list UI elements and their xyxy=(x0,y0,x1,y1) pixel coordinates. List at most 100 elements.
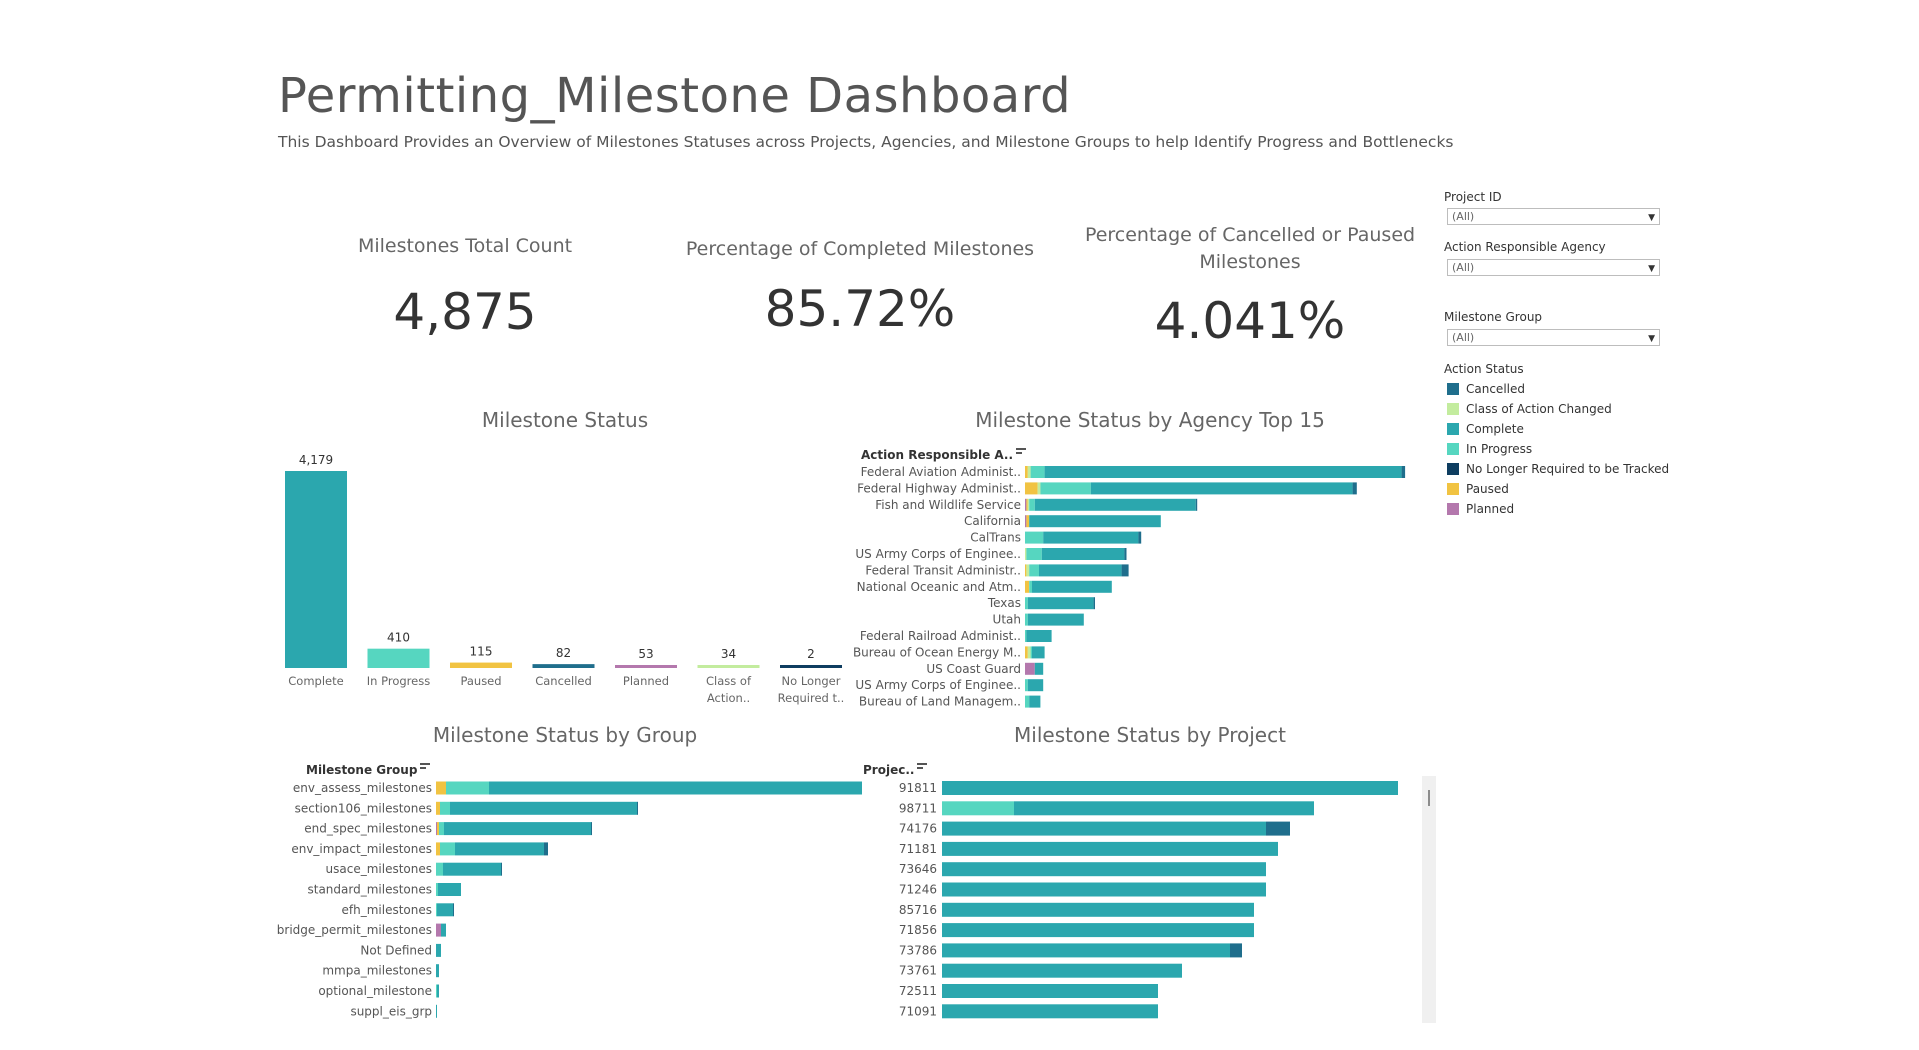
agency-bar-segment-classchanged[interactable] xyxy=(1025,548,1027,560)
agency-bar-segment-classchanged[interactable] xyxy=(1027,646,1031,659)
agency-bar-segment-paused[interactable] xyxy=(1026,515,1030,528)
legend-item-no-longer[interactable]: No Longer Required to be Tracked xyxy=(1447,459,1669,479)
filter-group-select[interactable]: (All) ▼ xyxy=(1447,329,1660,346)
project-bar-segment-complete[interactable] xyxy=(942,882,1266,897)
filter-agency-select[interactable]: (All) ▼ xyxy=(1447,259,1660,276)
agency-bar-segment-complete[interactable] xyxy=(1029,695,1041,708)
agency-bar-segment-cancelled[interactable] xyxy=(1352,482,1357,495)
agency-bar-segment-classchanged[interactable] xyxy=(1027,498,1030,511)
agency-bar-segment-cancelled[interactable] xyxy=(1138,531,1142,544)
agency-bar-segment-classchanged[interactable] xyxy=(1037,482,1041,495)
agency-bar-segment-complete[interactable] xyxy=(1027,679,1044,692)
project-scrollbar[interactable] xyxy=(1422,776,1436,1023)
group-bar-segment-inprogress[interactable] xyxy=(436,883,438,896)
project-bar-segment-complete[interactable] xyxy=(942,781,1398,795)
filter-project-select[interactable]: (All) ▼ xyxy=(1447,208,1660,225)
agency-bar-segment-complete[interactable] xyxy=(1029,515,1161,528)
group-bar-segment-paused[interactable] xyxy=(436,801,440,815)
group-bar-segment-inprogress[interactable] xyxy=(436,984,437,998)
sort-icon[interactable] xyxy=(1016,448,1027,458)
agency-bar-segment-inprogress[interactable] xyxy=(1025,630,1027,642)
group-bar-segment-cancelled[interactable] xyxy=(453,903,454,917)
group-bar-segment-planned[interactable] xyxy=(436,923,441,937)
legend-item-paused[interactable]: Paused xyxy=(1447,479,1669,499)
agency-bar-segment-complete[interactable] xyxy=(1026,630,1052,642)
project-bar-segment-complete[interactable] xyxy=(1014,801,1314,816)
group-bar-segment-paused[interactable] xyxy=(437,822,439,836)
group-bar-segment-inprogress[interactable] xyxy=(436,862,443,876)
legend-item-complete[interactable]: Complete xyxy=(1447,419,1669,439)
agency-bar-segment-complete[interactable] xyxy=(1027,613,1084,626)
status-bar-complete[interactable] xyxy=(285,471,347,668)
group-bar-segment-complete[interactable] xyxy=(436,1004,437,1018)
project-scrollbar-thumb[interactable] xyxy=(1428,790,1430,806)
agency-bar-segment-paused[interactable] xyxy=(1025,646,1028,659)
agency-bar-segment-complete[interactable] xyxy=(1032,580,1112,593)
agency-bar-segment-complete[interactable] xyxy=(1090,482,1353,495)
agency-bar-segment-classchanged[interactable] xyxy=(1027,466,1031,478)
agency-bar-segment-inprogress[interactable] xyxy=(1040,482,1091,495)
project-axis-header[interactable]: Projec.. xyxy=(863,763,928,777)
group-bar-segment-complete[interactable] xyxy=(489,781,873,795)
project-bar-segment-complete[interactable] xyxy=(942,984,1158,998)
group-bar-segment-paused[interactable] xyxy=(436,781,446,795)
group-bar-segment-paused[interactable] xyxy=(436,842,440,856)
agency-bar-segment-planned[interactable] xyxy=(1025,515,1027,528)
group-bar-segment-inprogress[interactable] xyxy=(436,903,437,917)
group-bar-segment-complete[interactable] xyxy=(455,842,544,856)
legend-item-class-changed[interactable]: Class of Action Changed xyxy=(1447,399,1669,419)
group-bar-segment-complete[interactable] xyxy=(436,943,441,957)
agency-bar-segment-cancelled[interactable] xyxy=(1124,548,1127,560)
agency-bar-segment-complete[interactable] xyxy=(1043,531,1139,544)
legend-item-in-progress[interactable]: In Progress xyxy=(1447,439,1669,459)
project-bar-segment-complete[interactable] xyxy=(942,1004,1158,1019)
agency-bar-segment-paused[interactable] xyxy=(1025,466,1028,478)
agency-bar-segment-inprogress[interactable] xyxy=(1030,646,1032,659)
agency-bar-segment-complete[interactable] xyxy=(1032,646,1045,659)
agency-bar-segment-cancelled[interactable] xyxy=(1121,564,1129,577)
status-bar-cancelled[interactable] xyxy=(532,664,595,668)
group-bar-segment-inprogress[interactable] xyxy=(446,781,489,795)
agency-bar-segment-inprogress[interactable] xyxy=(1030,466,1045,478)
project-bar-segment-complete[interactable] xyxy=(942,923,1254,938)
sort-icon[interactable] xyxy=(917,763,928,773)
legend-item-cancelled[interactable]: Cancelled xyxy=(1447,379,1669,399)
agency-bar-segment-planned[interactable] xyxy=(1025,498,1027,511)
agency-bar-segment-paused[interactable] xyxy=(1025,580,1030,593)
status-bar-classchanged[interactable] xyxy=(697,665,760,668)
agency-bar-segment-cancelled[interactable] xyxy=(1195,498,1198,511)
agency-bar-segment-classchanged[interactable] xyxy=(1026,564,1030,577)
group-bar-segment-inprogress[interactable] xyxy=(439,822,444,836)
status-bar-inprogress[interactable] xyxy=(367,648,430,668)
group-bar-segment-planned[interactable] xyxy=(436,822,437,836)
group-bar-segment-cancelled[interactable] xyxy=(501,862,502,876)
agency-bar-segment-cancelled[interactable] xyxy=(1093,597,1095,610)
agency-bar-segment-paused[interactable] xyxy=(1025,564,1027,577)
agency-bar-segment-cancelled[interactable] xyxy=(1401,466,1406,478)
group-bar-segment-complete[interactable] xyxy=(444,822,591,836)
group-axis-header[interactable]: Milestone Group xyxy=(306,763,431,777)
agency-bar-segment-inprogress[interactable] xyxy=(1025,679,1028,692)
group-bar-segment-complete[interactable] xyxy=(441,923,446,937)
group-bar-segment-complete[interactable] xyxy=(437,903,453,917)
group-bar-segment-complete[interactable] xyxy=(436,964,439,978)
agency-bar-segment-planned[interactable] xyxy=(1025,662,1035,675)
agency-bar-segment-complete[interactable] xyxy=(1041,548,1125,560)
agency-bar-segment-inprogress[interactable] xyxy=(1025,597,1028,610)
project-bar-segment-complete[interactable] xyxy=(942,841,1278,856)
project-bar-segment-inprogress[interactable] xyxy=(942,801,1014,816)
project-bar-segment-complete[interactable] xyxy=(942,821,1266,836)
agency-bar-segment-inprogress[interactable] xyxy=(1029,580,1032,593)
agency-bar-segment-complete[interactable] xyxy=(1027,597,1094,610)
agency-bar-segment-paused[interactable] xyxy=(1025,482,1038,495)
status-bar-paused[interactable] xyxy=(450,662,512,668)
group-bar-segment-inprogress[interactable] xyxy=(440,842,455,856)
legend-item-planned[interactable]: Planned xyxy=(1447,499,1669,519)
group-bar-segment-complete[interactable] xyxy=(443,862,501,876)
group-bar-segment-complete[interactable] xyxy=(450,801,637,815)
project-bar-segment-complete[interactable] xyxy=(942,862,1266,877)
agency-bar-segment-inprogress[interactable] xyxy=(1029,498,1035,511)
project-bar-segment-complete[interactable] xyxy=(942,963,1182,978)
group-bar-segment-complete[interactable] xyxy=(438,883,461,896)
agency-bar-segment-inprogress[interactable] xyxy=(1029,564,1039,577)
